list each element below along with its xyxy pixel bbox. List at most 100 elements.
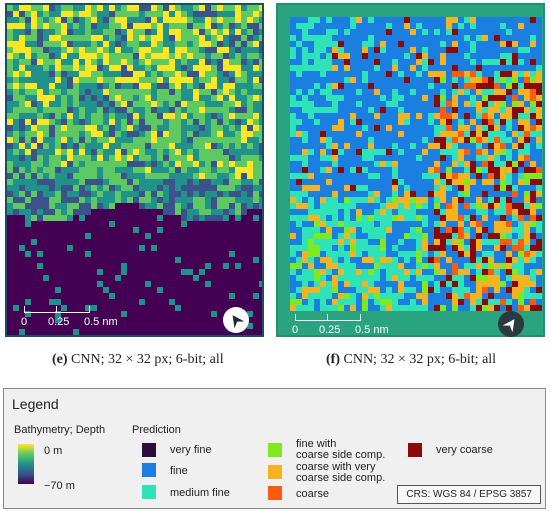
map-cell	[97, 203, 103, 209]
map-cell	[187, 83, 193, 89]
map-cell	[67, 77, 73, 83]
map-cell	[308, 203, 314, 209]
map-cell	[344, 161, 350, 167]
map-cell	[428, 185, 434, 191]
map-cell	[536, 293, 542, 299]
map-cell	[61, 59, 67, 65]
map-cell	[175, 35, 181, 41]
map-cell	[19, 35, 25, 41]
map-cell	[518, 299, 524, 305]
map-cell	[350, 23, 356, 29]
map-cell	[536, 233, 542, 239]
map-cell	[356, 83, 362, 89]
map-cell	[139, 143, 145, 149]
map-cell	[386, 305, 392, 311]
map-cell	[470, 23, 476, 29]
map-cell	[434, 233, 440, 239]
map-cell	[356, 203, 362, 209]
map-cell	[410, 131, 416, 137]
map-cell	[223, 17, 229, 23]
map-cell	[482, 23, 488, 29]
map-cell	[229, 269, 235, 275]
map-cell	[458, 77, 464, 83]
map-cell	[235, 251, 241, 257]
map-cell	[512, 173, 518, 179]
map-cell	[67, 119, 73, 125]
map-cell	[157, 245, 163, 251]
map-cell	[241, 263, 247, 269]
map-cell	[344, 287, 350, 293]
map-cell	[49, 101, 55, 107]
map-cell	[169, 299, 175, 305]
map-cell	[494, 71, 500, 77]
map-cell	[296, 221, 302, 227]
map-cell	[470, 65, 476, 71]
map-cell	[253, 227, 259, 233]
map-cell	[398, 245, 404, 251]
map-cell	[103, 329, 109, 335]
map-cell	[428, 209, 434, 215]
map-cell	[193, 203, 199, 209]
map-cell	[422, 257, 428, 263]
map-cell	[157, 29, 163, 35]
map-cell	[235, 233, 241, 239]
map-cell	[428, 29, 434, 35]
map-cell	[386, 191, 392, 197]
map-cell	[440, 95, 446, 101]
map-cell	[530, 227, 536, 233]
map-cell	[97, 227, 103, 233]
map-cell	[229, 155, 235, 161]
map-cell	[187, 17, 193, 23]
map-cell	[211, 89, 217, 95]
map-cell	[37, 221, 43, 227]
map-cell	[302, 53, 308, 59]
map-cell	[103, 179, 109, 185]
map-cell	[127, 269, 133, 275]
map-cell	[205, 17, 211, 23]
map-cell	[332, 143, 338, 149]
map-cell	[145, 89, 151, 95]
map-cell	[253, 11, 259, 17]
map-cell	[19, 245, 25, 251]
map-cell	[37, 113, 43, 119]
map-cell	[55, 29, 61, 35]
map-cell	[253, 131, 259, 137]
map-cell	[247, 113, 253, 119]
map-cell	[115, 215, 121, 221]
map-cell	[380, 59, 386, 65]
map-cell	[55, 179, 61, 185]
map-cell	[482, 131, 488, 137]
map-cell	[374, 293, 380, 299]
map-cell	[37, 149, 43, 155]
map-cell	[199, 167, 205, 173]
map-cell	[199, 311, 205, 317]
map-cell	[434, 287, 440, 293]
map-cell	[368, 299, 374, 305]
map-cell	[43, 131, 49, 137]
map-cell	[115, 137, 121, 143]
map-cell	[73, 257, 79, 263]
map-cell	[217, 161, 223, 167]
map-cell	[392, 41, 398, 47]
map-cell	[199, 185, 205, 191]
map-cell	[43, 47, 49, 53]
map-cell	[31, 275, 37, 281]
map-cell	[350, 41, 356, 47]
map-cell	[464, 29, 470, 35]
map-cell	[476, 161, 482, 167]
map-cell	[223, 77, 229, 83]
map-cell	[79, 149, 85, 155]
map-cell	[530, 107, 536, 113]
map-cell	[416, 287, 422, 293]
map-cell	[434, 275, 440, 281]
map-cell	[229, 35, 235, 41]
map-cell	[133, 89, 139, 95]
map-cell	[247, 41, 253, 47]
map-cell	[380, 89, 386, 95]
map-cell	[79, 185, 85, 191]
map-cell	[398, 149, 404, 155]
map-cell	[109, 185, 115, 191]
map-cell	[434, 23, 440, 29]
map-cell	[404, 197, 410, 203]
map-cell	[344, 179, 350, 185]
